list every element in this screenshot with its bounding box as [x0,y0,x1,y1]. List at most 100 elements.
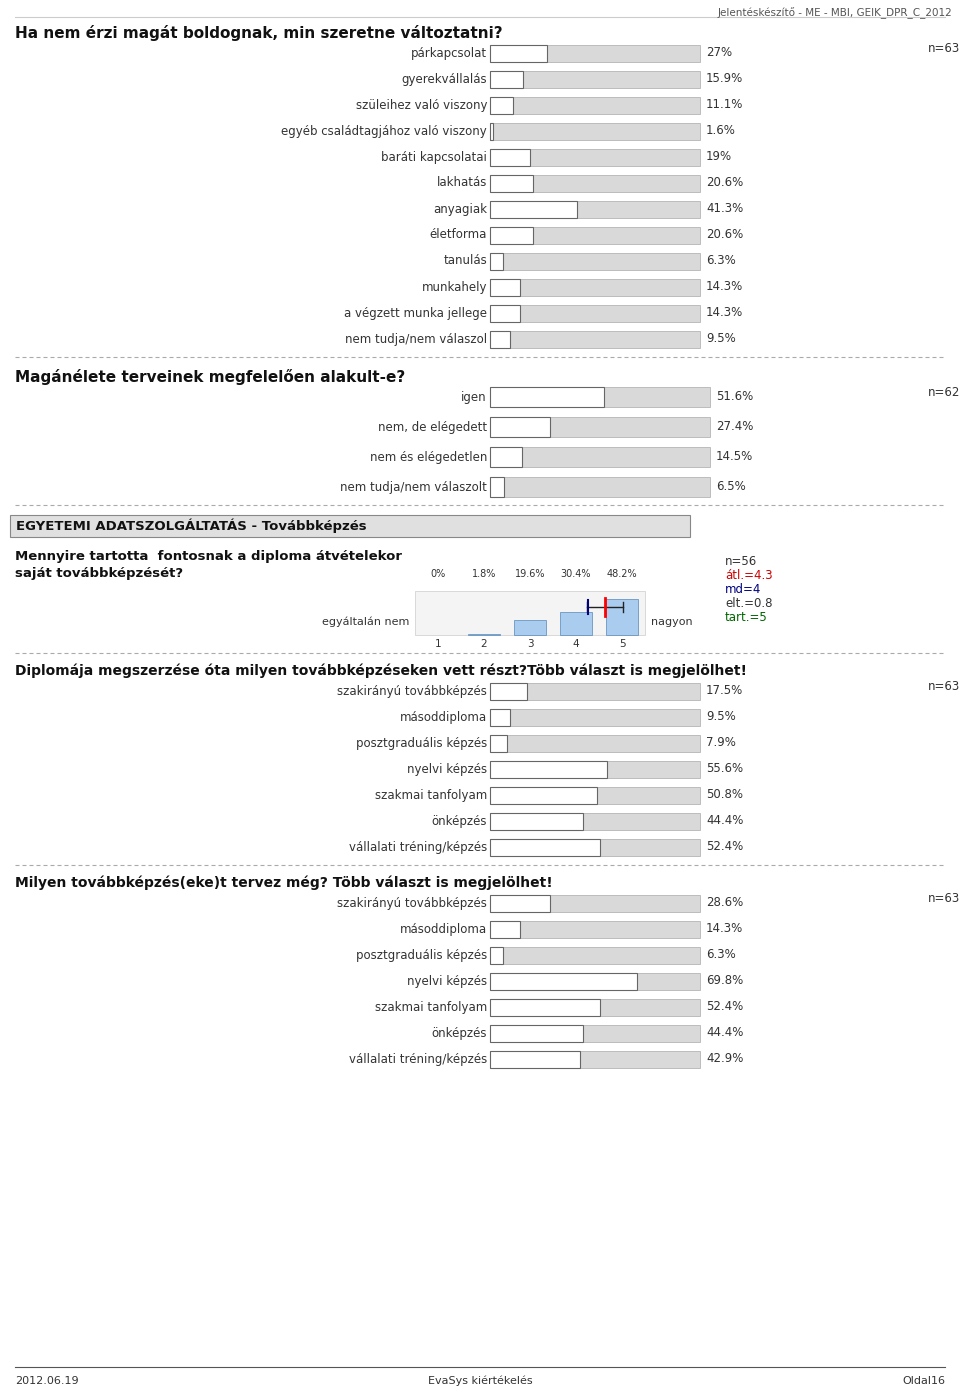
Text: Mennyire tartotta  fontosnak a diploma átvételekor
saját továbbképzését?: Mennyire tartotta fontosnak a diploma át… [15,550,402,580]
Text: 19%: 19% [706,151,732,163]
Bar [490,148,530,166]
Text: nem, de elégedett: nem, de elégedett [378,420,487,434]
Bar [490,787,597,804]
Bar [490,972,636,989]
Bar [490,1050,700,1067]
Text: 0%: 0% [430,569,445,579]
Text: egyéb családtagjához való viszony: egyéb családtagjához való viszony [281,124,487,138]
Text: n=63: n=63 [928,42,960,56]
Bar [490,838,700,855]
Text: 6.3%: 6.3% [706,949,735,961]
Text: párkapcsolat: párkapcsolat [411,46,487,60]
Text: 17.5%: 17.5% [706,685,743,698]
Bar [490,894,700,911]
Text: n=56: n=56 [725,555,757,568]
Text: 20.6%: 20.6% [706,177,743,190]
Text: nyelvi képzés: nyelvi képzés [407,763,487,776]
Text: átl.=4.3: átl.=4.3 [725,569,773,582]
Bar [560,612,592,635]
Text: 2012.06.19: 2012.06.19 [15,1375,79,1387]
Bar [490,709,700,725]
Text: 6.5%: 6.5% [716,480,746,494]
Bar [490,477,710,497]
Text: vállalati tréning/képzés: vállalati tréning/képzés [348,841,487,854]
Bar [490,71,700,88]
Text: önképzés: önképzés [431,815,487,827]
Text: 7.9%: 7.9% [706,737,736,749]
Text: igen: igen [462,391,487,403]
Text: 9.5%: 9.5% [706,332,735,346]
Text: 14.3%: 14.3% [706,307,743,319]
Text: 20.6%: 20.6% [706,229,743,241]
Bar [490,446,522,467]
Text: szakmai tanfolyam: szakmai tanfolyam [374,1000,487,1014]
Bar [490,45,546,61]
Text: önképzés: önképzés [431,1027,487,1039]
Bar [490,386,710,407]
Text: szakirányú továbbképzés: szakirányú továbbképzés [337,897,487,910]
Text: 1.8%: 1.8% [471,569,496,579]
Text: posztgraduális képzés: posztgraduális képzés [356,949,487,961]
Bar [490,96,514,113]
Bar [490,787,700,804]
Bar [606,598,638,635]
Text: 4: 4 [573,639,579,649]
Text: 3: 3 [527,639,534,649]
Bar [490,894,550,911]
Bar [490,201,577,218]
Bar [490,201,700,218]
Text: a végzett munka jellege: a végzett munka jellege [344,307,487,319]
Text: n=63: n=63 [928,681,960,693]
Bar [490,279,700,296]
Text: 55.6%: 55.6% [706,763,743,776]
Text: másoddiploma: másoddiploma [400,710,487,724]
Text: 27.4%: 27.4% [716,420,754,434]
Text: baráti kapcsolatai: baráti kapcsolatai [381,151,487,163]
Bar [490,386,604,407]
Text: másoddiploma: másoddiploma [400,922,487,936]
Text: 50.8%: 50.8% [706,788,743,802]
Text: md=4: md=4 [725,583,761,596]
Bar [490,946,700,964]
Text: Jelentéskészítő - ME - MBI, GEIK_DPR_C_2012: Jelentéskészítő - ME - MBI, GEIK_DPR_C_2… [717,7,952,20]
Text: 41.3%: 41.3% [706,202,743,215]
Text: 28.6%: 28.6% [706,897,743,910]
Bar [490,252,700,269]
Text: vállalati tréning/képzés: vállalati tréning/képzés [348,1052,487,1066]
Text: egyáltalán nem: egyáltalán nem [322,617,409,628]
Bar [490,148,700,166]
Text: munkahely: munkahely [421,280,487,293]
Bar [490,1024,584,1042]
Text: szüleihez való viszony: szüleihez való viszony [355,99,487,112]
Text: tanulás: tanulás [444,254,487,268]
Text: szakmai tanfolyam: szakmai tanfolyam [374,788,487,802]
Bar [490,838,600,855]
Text: nem tudja/nem válaszolt: nem tudja/nem válaszolt [340,480,487,494]
Bar [490,174,533,191]
Bar [490,709,510,725]
Text: 1.6%: 1.6% [706,124,736,138]
Bar [490,735,507,752]
Bar [490,123,493,140]
Bar [514,621,546,635]
Text: Ha nem érzi magát boldognak, min szeretne változtatni?: Ha nem érzi magát boldognak, min szeretn… [15,25,503,40]
Bar [490,682,527,699]
Text: tart.=5: tart.=5 [725,611,768,624]
Text: Milyen továbbképzés(eke)t tervez még? Több választ is megjelölhet!: Milyen továbbképzés(eke)t tervez még? Tö… [15,875,553,890]
Bar [490,999,600,1016]
Text: nem tudja/nem válaszol: nem tudja/nem válaszol [345,332,487,346]
Bar [490,1024,700,1042]
Bar [490,252,503,269]
Bar [490,735,700,752]
Bar [490,71,523,88]
Text: 51.6%: 51.6% [716,391,754,403]
Bar [490,760,607,777]
Text: Magánélete terveinek megfelelően alakult-e?: Magánélete terveinek megfelelően alakult… [15,370,405,385]
Text: 52.4%: 52.4% [706,841,743,854]
Text: 11.1%: 11.1% [706,99,743,112]
Bar [415,591,645,635]
Bar [490,331,700,347]
Bar [490,682,700,699]
Text: EGYETEMI ADATSZOLGÁLTATÁS - Továbbképzés: EGYETEMI ADATSZOLGÁLTATÁS - Továbbképzés [16,519,367,533]
Text: 27%: 27% [706,46,732,60]
